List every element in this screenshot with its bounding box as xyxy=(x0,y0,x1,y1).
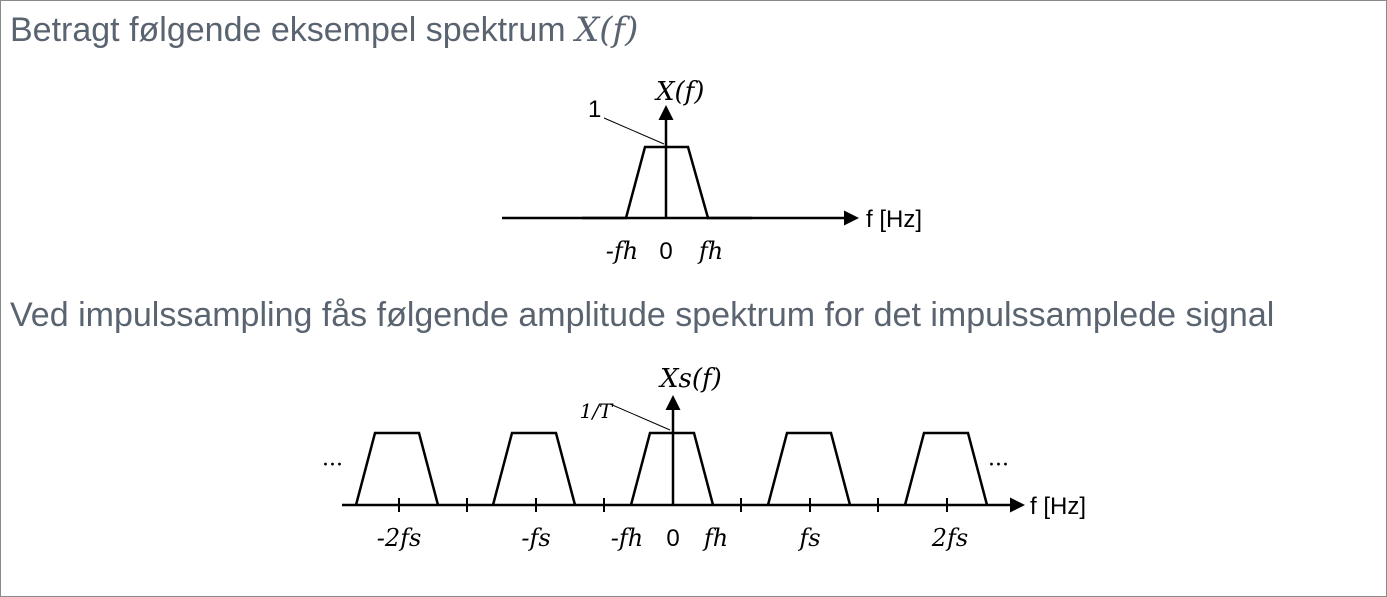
peak-leader-line xyxy=(609,403,671,431)
heading-text: Betragt følgende eksempel spektrum xyxy=(10,11,566,49)
spectrum-replica-neg-2fs xyxy=(354,431,440,506)
spectrum-replica-zero xyxy=(629,431,715,506)
peak-label: 1 xyxy=(588,96,601,123)
y-axis-label: X(f) xyxy=(654,77,704,107)
diagram-original-spectrum: 1 X(f) f [Hz] -fh 0 fh xyxy=(502,77,922,265)
peak-label-text: 1/T xyxy=(580,399,614,423)
peak-leader-line xyxy=(603,117,665,145)
tick-label-fh: fh xyxy=(697,237,723,265)
tick-label-fh: fh xyxy=(702,524,728,552)
tick-label-neg-fh: -fh xyxy=(611,524,643,552)
x-axis-unit-label: f [Hz] xyxy=(1030,493,1086,520)
peak-label-fraction: 1/T xyxy=(580,399,614,423)
tick-label-neg-2fs: -2fs xyxy=(377,524,422,552)
x-axis-unit-label: f [Hz] xyxy=(866,206,922,233)
spectrum-trapezoid xyxy=(582,145,752,220)
spectrum-replica-2fs xyxy=(903,431,989,506)
heading-math-symbol: X(f) xyxy=(575,10,639,50)
y-axis-label: Xs(f) xyxy=(658,364,722,394)
tick-label-zero: 0 xyxy=(666,525,679,552)
tick-label-zero: 0 xyxy=(659,238,672,265)
tick-label-2fs: 2fs xyxy=(931,524,968,552)
heading-sampled-spectrum: Ved impulssampling fås følgende amplitud… xyxy=(10,296,1275,334)
spectrum-replica-fs xyxy=(766,431,852,506)
tick-label-neg-fh: -fh xyxy=(606,237,638,265)
ellipsis-left: ··· xyxy=(322,453,343,478)
ellipsis-right: ··· xyxy=(988,453,1009,478)
spectrum-replica-neg-fs xyxy=(491,431,577,506)
tick-label-fs: fs xyxy=(797,524,820,552)
diagram-sampled-spectrum: 1/T Xs(f) f [Hz] ··· ··· -2fs -fs -fh 0 … xyxy=(322,364,1086,552)
tick-label-neg-fs: -fs xyxy=(521,524,550,552)
heading-example-spectrum: Betragt følgende eksempel spektrum X(f) xyxy=(10,10,638,50)
